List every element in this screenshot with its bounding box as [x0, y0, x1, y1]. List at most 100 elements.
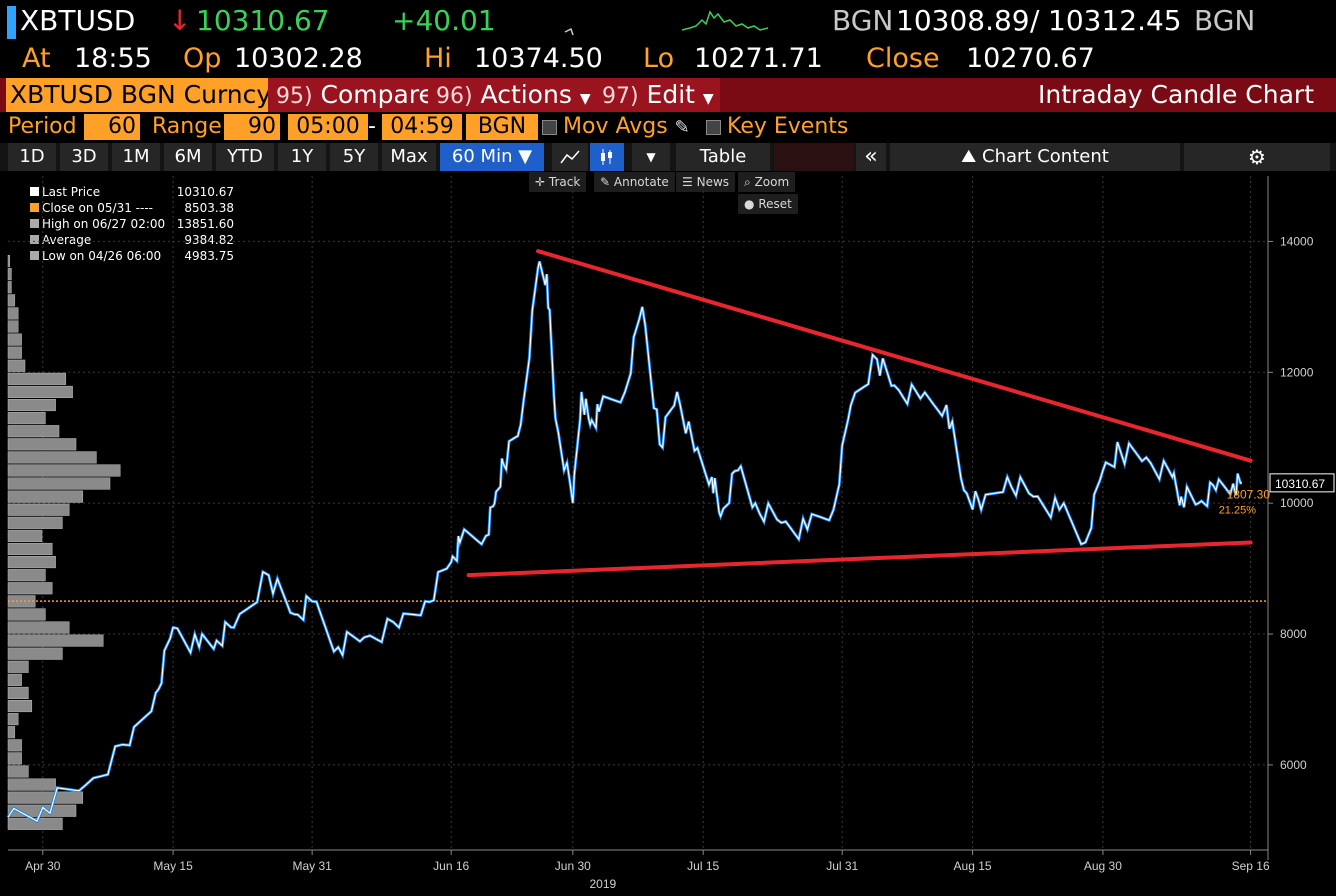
x-tick-label: May 15: [153, 859, 193, 873]
news-icon: ☰: [682, 175, 693, 189]
end-time-input[interactable]: 04:59: [382, 114, 462, 140]
range-input[interactable]: 90: [224, 114, 280, 140]
chart-type-dropdown[interactable]: ▼: [632, 143, 670, 171]
volume-profile-bar: [7, 372, 67, 385]
x-year-label: 2019: [589, 877, 616, 891]
legend-value: 4983.75: [184, 249, 234, 263]
volume-profile-bar: [7, 425, 60, 438]
legend-row: High on 06/27 02:00 13851.60: [14, 216, 234, 232]
at-label: At: [22, 43, 51, 74]
x-tick-label: Jun 30: [555, 859, 591, 873]
volume-profile-bar: [7, 359, 26, 372]
range-label: Range: [152, 114, 222, 139]
volume-profile-bar: [7, 778, 56, 791]
volume-profile-bar: [7, 582, 53, 595]
tab-1d[interactable]: 1D: [8, 143, 56, 171]
reset-button[interactable]: ● Reset: [738, 194, 798, 214]
collapse-icon[interactable]: «: [856, 143, 886, 171]
track-label: Track: [548, 175, 581, 189]
price-series-line[interactable]: [7, 261, 1242, 822]
volume-profile-bar: [7, 281, 12, 294]
volume-profile-bar: [7, 320, 19, 333]
legend-swatch: [30, 219, 39, 228]
ask-source: BGN: [1194, 4, 1256, 37]
quote-time: 18:55: [74, 43, 152, 74]
volume-profile-bar: [7, 307, 19, 320]
volume-profile-bar: [7, 686, 29, 699]
key-events-toggle[interactable]: Key Events: [706, 114, 848, 140]
volume-profile-bar: [7, 660, 29, 673]
y-tick-label: 8000: [1280, 627, 1307, 641]
candle-chart-icon[interactable]: [590, 143, 624, 171]
volume-profile-bar: [7, 346, 22, 359]
legend-row: Average 9384.82: [14, 232, 234, 248]
price-chart[interactable]: 6000 8000 10000 12000 14000 Apr 30 May 15 May 3…: [0, 170, 1336, 896]
compare-number: 95): [276, 84, 313, 109]
interval-label: 60 Min: [451, 146, 513, 167]
price-change: +40.01: [392, 4, 496, 37]
compare-menu[interactable]: 95) Compare: [268, 78, 434, 112]
line-chart-icon[interactable]: [552, 143, 588, 171]
actions-menu[interactable]: 96) Actions ▼: [428, 78, 596, 112]
mov-avgs-checkbox[interactable]: [542, 119, 557, 135]
ask-price: 10312.45: [1048, 4, 1182, 37]
track-tool[interactable]: ✛ Track: [529, 172, 587, 192]
y-tick-label: 14000: [1280, 234, 1314, 248]
ticker-marker: [7, 6, 16, 39]
tab-1m[interactable]: 1M: [112, 143, 160, 171]
table-button[interactable]: Table: [676, 143, 770, 171]
volume-profile-bar: [7, 752, 22, 765]
start-time-input[interactable]: 05:00: [288, 114, 368, 140]
last-price: 10310.67: [196, 4, 330, 37]
pencil-icon[interactable]: ✎: [674, 117, 690, 138]
volume-profile-bar: [7, 569, 46, 582]
interval-dropdown[interactable]: 60 Min ▼: [440, 143, 544, 171]
news-tool[interactable]: ☰ News: [676, 172, 736, 192]
tab-3d[interactable]: 3D: [60, 143, 108, 171]
zoom-tool[interactable]: ⌕ Zoom: [738, 172, 796, 192]
volume-profile-bar: [7, 503, 70, 516]
period-label: Period: [8, 114, 77, 139]
range-tab-bar: 1D 3D 1M 6M YTD 1Y 5Y Max 60 Min ▼ ▼ Tab…: [0, 143, 1336, 171]
low-value: 10271.71: [694, 43, 823, 74]
tab-5y[interactable]: 5Y: [330, 143, 378, 171]
volume-profile-bar: [7, 255, 10, 268]
y-tick-label: 6000: [1280, 758, 1307, 772]
mov-avgs-toggle[interactable]: Mov Avgs ✎: [542, 114, 690, 140]
gear-icon[interactable]: ⚙: [1184, 143, 1330, 171]
volume-profile-bar: [7, 490, 84, 503]
tab-6m[interactable]: 6M: [164, 143, 212, 171]
news-label: News: [696, 175, 730, 189]
legend-value: 9384.82: [184, 233, 234, 247]
tab-ytd[interactable]: YTD: [216, 143, 274, 171]
blank-tab[interactable]: [774, 143, 854, 171]
source-input[interactable]: BGN: [466, 114, 538, 140]
chart-content-button[interactable]: ⛰ Chart Content: [890, 143, 1180, 171]
support-trendline[interactable]: [466, 540, 1253, 578]
key-events-checkbox[interactable]: [706, 119, 721, 135]
volume-profile-bar: [7, 765, 29, 778]
tab-max[interactable]: Max: [382, 143, 436, 171]
mini-tick-icon: [564, 27, 574, 36]
volume-profile-bar: [7, 647, 63, 660]
volume-profile-bar: [7, 385, 73, 398]
legend-label: Average: [42, 233, 92, 247]
open-label: Op: [183, 43, 222, 74]
edit-menu[interactable]: 97) Edit ▼: [594, 78, 720, 112]
ticker-symbol[interactable]: XBTUSD: [20, 4, 136, 37]
period-input[interactable]: 60: [84, 114, 140, 140]
annotate-tool[interactable]: ✎ Annotate: [594, 172, 675, 192]
price-series-shadow: [6, 261, 1243, 824]
x-tick-label: Jul 15: [687, 859, 719, 873]
resistance-trendline[interactable]: [536, 249, 1253, 463]
volume-profile-bar: [7, 817, 63, 830]
x-tick-label: Jun 16: [433, 859, 469, 873]
y-tick-label: 12000: [1280, 365, 1314, 379]
tab-1y[interactable]: 1Y: [278, 143, 326, 171]
legend-label: High on 06/27 02:00: [42, 217, 166, 231]
security-field[interactable]: XBTUSD BGN Curncy: [6, 78, 271, 112]
volume-profile-bar: [7, 333, 22, 346]
mov-avgs-label: Mov Avgs: [563, 114, 668, 139]
high-label: Hi: [424, 43, 452, 74]
volume-profile-bar: [7, 464, 121, 477]
